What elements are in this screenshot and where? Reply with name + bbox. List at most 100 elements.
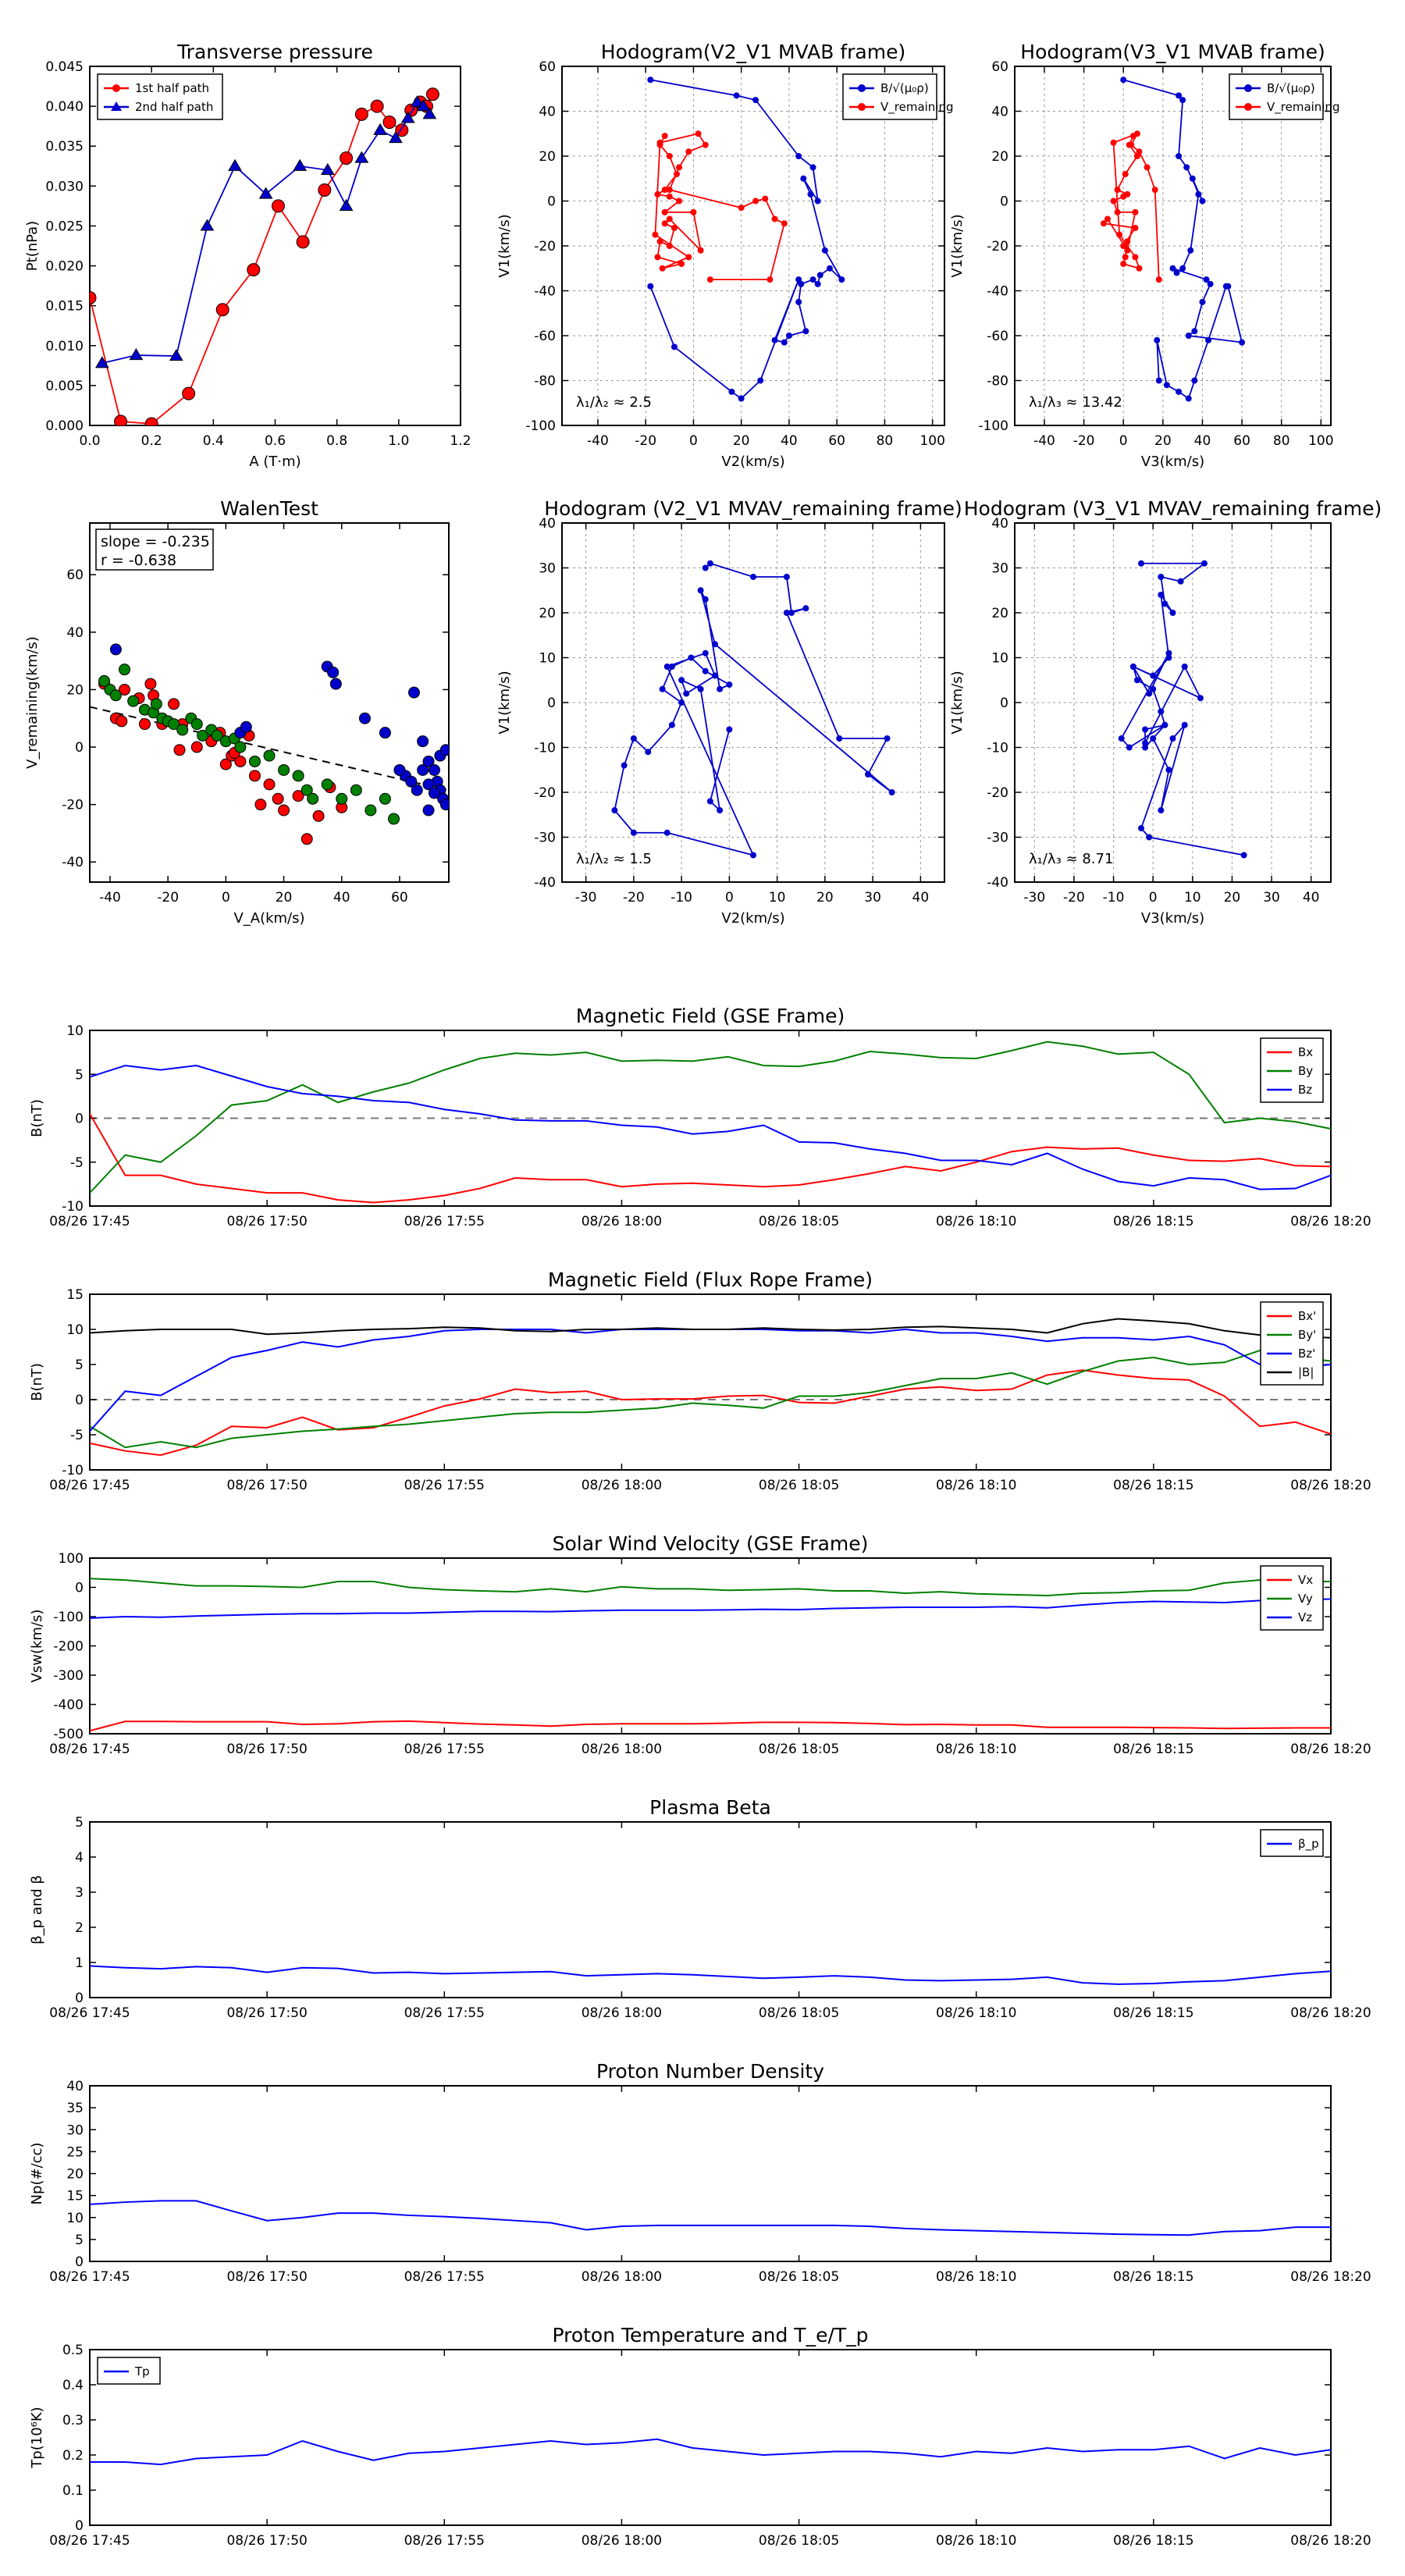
hodogram-v2-v1-mvab-annotation: λ₁/λ₂ ≈ 2.5: [576, 394, 652, 411]
data-point: [234, 741, 247, 753]
data-point: [795, 276, 802, 283]
data-point: [1205, 336, 1212, 343]
data-point: [1207, 280, 1214, 287]
x-tick-label: 60: [828, 433, 845, 449]
x-tick-label: 08/26 17:45: [49, 1742, 130, 1757]
data-point: [127, 695, 140, 707]
data-point: [659, 685, 666, 692]
data-point: [1129, 664, 1136, 670]
data-point: [647, 283, 654, 290]
axes-frame: [89, 522, 450, 883]
y-tick-label: 20: [539, 149, 556, 165]
axes-frame: [89, 1293, 1332, 1471]
y-tick-label: 40: [66, 2079, 84, 2094]
series-line-0: [1120, 562, 1244, 856]
proton-number-density-chart: Proton Number Density 08/26 17:45 08/26 17…: [29, 2060, 1371, 2285]
legend-marker: [111, 101, 122, 111]
y-tick-label: -40: [62, 855, 84, 870]
x-tick-label: 08/26 18:05: [759, 2269, 839, 2285]
data-point: [190, 741, 203, 753]
data-point: [697, 587, 704, 594]
data-point: [688, 654, 695, 661]
y-tick-label: 35: [66, 2101, 84, 2116]
hodogram-v2-v1-mvab-legend: B/√(μ₀ρ) V_remaining: [842, 73, 954, 120]
data-point: [645, 749, 652, 756]
data-point: [1161, 721, 1168, 728]
y-tick-label: -400: [53, 1698, 84, 1713]
y-tick-label: 0: [75, 2518, 84, 2534]
y-tick-label: 30: [991, 561, 1008, 577]
magnetic-field-gse-ylabel: B(nT): [29, 1099, 45, 1137]
series-line-Vx: [90, 1720, 1331, 1732]
data-point: [411, 784, 423, 796]
data-point: [1154, 336, 1161, 343]
x-tick-label: -20: [623, 890, 645, 906]
data-point: [695, 130, 702, 137]
data-point: [358, 712, 371, 724]
y-tick-label: -5: [70, 1155, 84, 1171]
y-tick-label: 20: [66, 2167, 84, 2183]
x-tick-label: 08/26 18:20: [1290, 2533, 1371, 2549]
data-point: [1132, 208, 1139, 215]
y-tick-label: 1: [75, 1955, 84, 1971]
hodogram-v3-v1-mvab-data: [1100, 76, 1246, 402]
y-tick-label: -20: [534, 785, 556, 801]
data-point: [278, 763, 290, 776]
y-tick-label: 20: [991, 149, 1008, 165]
x-tick-label: 0: [1119, 433, 1128, 449]
series-line-Bz: [90, 1064, 1331, 1190]
series-line-0: [90, 2200, 1331, 2236]
series-line-V_remaining: [654, 133, 785, 281]
data-point: [1176, 388, 1183, 395]
y-tick-label: -40: [987, 875, 1008, 891]
data-point: [702, 596, 709, 603]
y-tick-label: 0: [75, 1393, 84, 1408]
series-line-Bx': [90, 1369, 1331, 1457]
data-point: [169, 349, 183, 361]
y-tick-label: 40: [991, 105, 1008, 120]
stats-text: r = -0.638: [101, 552, 176, 569]
data-point: [630, 735, 637, 742]
data-point: [738, 395, 745, 402]
x-tick-label: 60: [391, 890, 408, 906]
y-tick-label: 3: [75, 1885, 84, 1901]
y-tick-label: -100: [525, 418, 556, 434]
data-point: [339, 198, 354, 211]
data-point: [1146, 834, 1153, 841]
data-point: [90, 290, 97, 304]
series-line-V_remaining: [1102, 132, 1160, 280]
data-point: [312, 809, 325, 822]
series-line-Tp: [90, 2438, 1331, 2466]
y-tick-label: 4: [75, 1850, 84, 1866]
data-point: [1239, 339, 1246, 346]
x-tick-label: 10: [1184, 890, 1201, 906]
data-point: [816, 272, 823, 279]
data-point: [215, 303, 229, 317]
x-tick-label: -20: [1073, 433, 1095, 449]
y-tick-label: 0: [75, 2254, 84, 2270]
y-tick-label: 10: [66, 2211, 84, 2226]
hodogram-v2-v1-mvab-chart: Hodogram(V2_V1 MVAB frame) -40 -20 0 20 40 60 8…: [496, 41, 954, 470]
solar-wind-velocity-title: Solar Wind Velocity (GSE Frame): [553, 1532, 869, 1555]
data-point: [1169, 735, 1176, 742]
data-point: [150, 698, 162, 710]
data-point: [425, 87, 439, 101]
y-tick-label: 0.030: [45, 179, 84, 194]
data-point: [685, 148, 692, 155]
stats-text: slope = -0.235: [101, 533, 210, 550]
data-point: [1176, 153, 1183, 159]
data-point: [611, 807, 618, 813]
data-point: [422, 107, 437, 119]
data-point: [785, 333, 792, 339]
series-line-Vz: [90, 1598, 1331, 1619]
data-point: [211, 729, 223, 742]
x-tick-label: 08/26 17:45: [49, 2269, 130, 2285]
x-tick-label: -30: [1023, 890, 1045, 906]
y-tick-label: -60: [534, 329, 556, 344]
legend-label: Bx': [1298, 1309, 1316, 1323]
data-point: [168, 698, 180, 710]
data-point: [1203, 276, 1210, 283]
legend-label: Bz': [1298, 1347, 1315, 1361]
data-point: [1161, 600, 1168, 607]
y-tick-label: 20: [66, 682, 84, 698]
